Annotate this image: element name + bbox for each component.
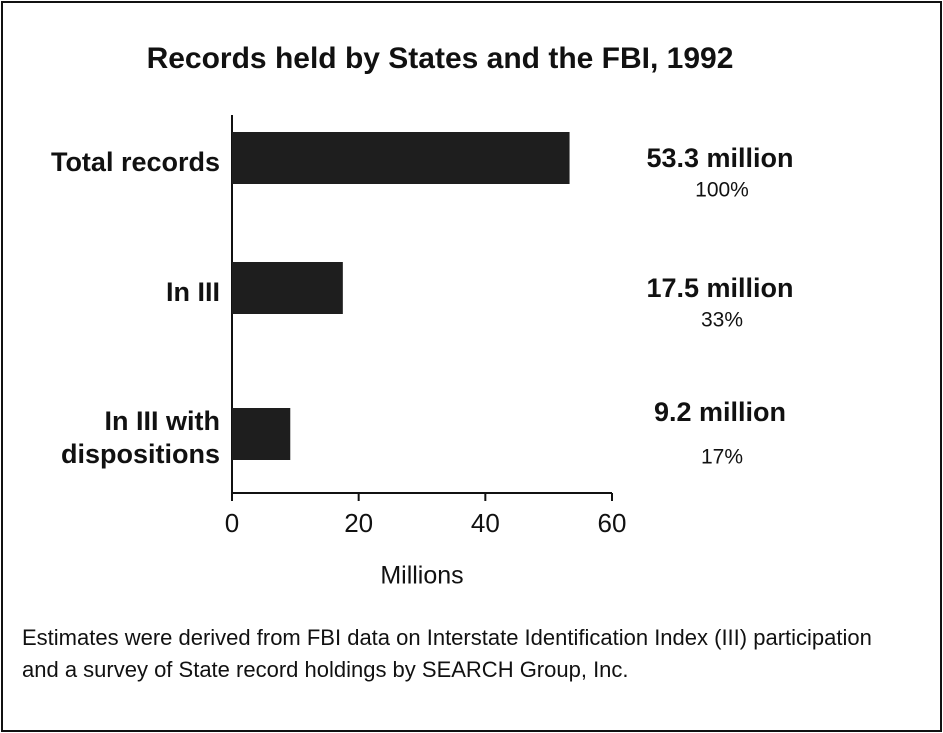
value-label: 53.3 million: [646, 143, 793, 173]
x-axis-label: Millions: [380, 562, 463, 590]
x-tick-label: 20: [344, 508, 373, 538]
bar: [232, 262, 343, 314]
bar: [232, 132, 570, 184]
value-label: 17.5 million: [646, 273, 793, 303]
x-tick-label: 40: [471, 508, 500, 538]
share-label: 33%: [701, 309, 743, 332]
chart-title: Records held by States and the FBI, 1992: [147, 42, 734, 75]
x-tick-label: 60: [598, 508, 627, 538]
category-label: Total records: [50, 146, 220, 177]
footnote: Estimates were derived from FBI data on …: [22, 625, 872, 682]
x-tick-label: 0: [225, 508, 239, 538]
share-label: 17%: [701, 446, 743, 469]
category-label: In III with dispositions: [60, 406, 220, 469]
bar: [232, 408, 291, 460]
value-label: 9.2 million: [654, 397, 786, 427]
category-label: In III: [166, 276, 220, 307]
share-label: 100%: [695, 179, 749, 202]
